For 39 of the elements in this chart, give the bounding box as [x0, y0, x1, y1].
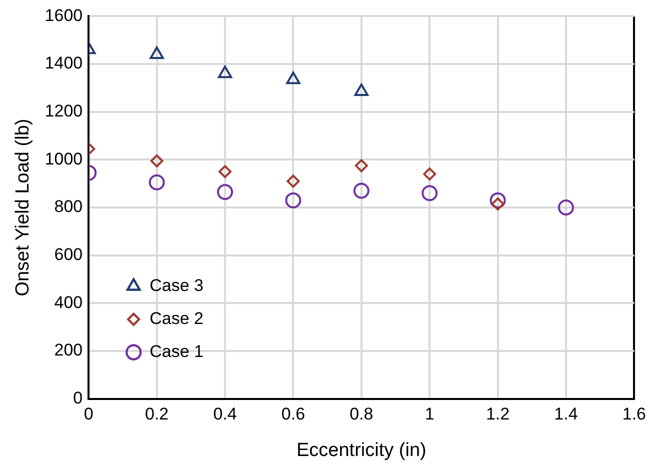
- x-tick-label: 0.4: [213, 404, 237, 424]
- x-tick-label: 1.2: [486, 404, 510, 424]
- point: [217, 184, 234, 200]
- legend-label: Case 1: [150, 342, 204, 361]
- y-tick-label: 400: [54, 292, 83, 312]
- x-tick-label: 1.6: [622, 404, 646, 424]
- legend-label: Case 2: [150, 308, 204, 328]
- point: [423, 168, 436, 181]
- x-tick-label: 1: [424, 404, 434, 424]
- y-axis-title: Onset Yield Load (lb): [12, 118, 34, 296]
- y-tick-label: 1000: [44, 149, 83, 168]
- point: [286, 72, 300, 84]
- point: [218, 165, 232, 178]
- x-tick-label: 0.8: [350, 404, 374, 424]
- point: [148, 174, 165, 190]
- point: [286, 174, 300, 188]
- y-tick-label: 800: [54, 197, 83, 216]
- point: [353, 182, 370, 199]
- legend-label: Case 3: [150, 276, 204, 295]
- y-tick-label: 0: [73, 388, 83, 408]
- y-tick-label: 1200: [44, 102, 83, 121]
- point: [285, 192, 302, 208]
- x-tick-label: 0.6: [281, 404, 306, 424]
- point: [150, 46, 164, 59]
- point: [558, 200, 574, 216]
- y-tick-label: 600: [54, 245, 83, 264]
- point: [354, 84, 368, 96]
- y-tick-label: 1600: [44, 6, 83, 25]
- point: [491, 197, 504, 210]
- point: [354, 159, 368, 172]
- point: [490, 192, 506, 208]
- point: [422, 185, 438, 202]
- y-tick-label: 1400: [44, 54, 83, 73]
- point: [150, 154, 164, 168]
- y-tick-label: 200: [54, 340, 83, 360]
- x-tick-label: 0.2: [144, 404, 169, 424]
- point: [218, 66, 232, 78]
- x-tick-label: 1.4: [554, 404, 578, 424]
- x-axis-title: Eccentricity (in): [296, 440, 426, 461]
